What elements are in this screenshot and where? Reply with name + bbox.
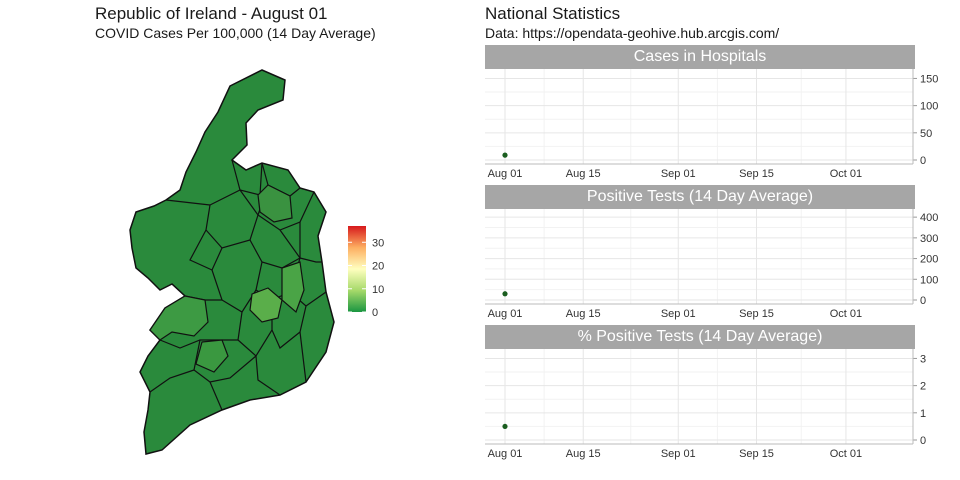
x-tick-label: Aug 15 (566, 168, 601, 180)
facet-strip-title: Cases in Hospitals (485, 45, 915, 69)
facet-strip-title: Positive Tests (14 Day Average) (485, 185, 915, 209)
y-tick-label: 0 (920, 435, 926, 447)
legend-tick-label: 30 (372, 237, 384, 249)
plot-panel (485, 349, 913, 444)
x-tick-label: Aug 15 (566, 308, 601, 320)
y-tick-label: 0 (920, 155, 926, 167)
legend-color-bar (348, 226, 366, 312)
facet-hospital-cases: Cases in Hospitals (485, 45, 915, 180)
stats-subtitle: Data: https://opendata-geohive.hub.arcgi… (485, 25, 780, 41)
map-subtitle: COVID Cases Per 100,000 (14 Day Average) (95, 25, 376, 41)
facet-plot: 0 1 2 3 Aug 01 Aug 15 Sep 01 Sep 15 Oct 01 (485, 349, 926, 460)
facet-plot: 0 50 100 150 Aug 01 Aug 15 Sep 01 Sep 15 Oct 01 (485, 69, 938, 180)
y-tick-label: 150 (920, 73, 938, 85)
y-tick-label: 300 (920, 233, 938, 245)
county-light-clare (149, 295, 209, 341)
ireland-outline (129, 69, 335, 455)
x-tick-label: Sep 15 (739, 168, 774, 180)
y-tick-label: 50 (920, 128, 932, 140)
county-light-donegal (257, 184, 293, 223)
legend-tick-label: 20 (372, 261, 384, 273)
x-tick-label: Sep 15 (739, 448, 774, 460)
data-point (502, 291, 508, 297)
facet-plot: 0 100 200 300 400 Aug 01 Aug 15 Sep 01 Sep 15 Oct… (485, 209, 938, 320)
county-light-tipperary (195, 339, 229, 373)
x-tick-label: Sep 15 (739, 308, 774, 320)
county-light-wicklow (281, 261, 305, 314)
y-tick-label: 3 (920, 353, 926, 365)
y-tick-label: 1 (920, 408, 926, 420)
legend-tick-label: 10 (372, 284, 384, 296)
county-light-kildare (249, 287, 283, 323)
data-point (502, 423, 508, 430)
x-tick-label: Aug 01 (488, 168, 523, 180)
legend-tick-label: 0 (372, 307, 378, 319)
y-tick-label: 100 (920, 101, 938, 113)
y-tick-label: 0 (920, 295, 926, 307)
facet-positive-tests: Positive Tests (14 Day Average) (485, 185, 915, 320)
data-point (502, 152, 508, 158)
y-tick-label: 200 (920, 254, 938, 266)
plot-panel (485, 209, 913, 304)
facet-strip-title: % Positive Tests (14 Day Average) (485, 325, 915, 349)
x-tick-label: Oct 01 (830, 448, 862, 460)
x-tick-label: Sep 01 (661, 448, 696, 460)
facet-percent-positive: % Positive Tests (14 Day Average) (485, 325, 915, 460)
x-tick-label: Aug 15 (566, 448, 601, 460)
y-tick-label: 100 (920, 274, 938, 286)
stats-title: National Statistics (485, 4, 621, 23)
x-tick-label: Oct 01 (830, 308, 862, 320)
plot-panel (485, 69, 913, 164)
x-tick-label: Sep 01 (661, 168, 696, 180)
x-tick-label: Aug 01 (488, 308, 523, 320)
map-title: Republic of Ireland - August 01 (95, 4, 328, 23)
x-tick-label: Sep 01 (661, 308, 696, 320)
x-tick-label: Oct 01 (830, 168, 862, 180)
y-tick-label: 2 (920, 381, 926, 393)
county-regions (129, 69, 335, 455)
ireland-choropleth-map: 0 10 20 30 (129, 69, 384, 455)
x-tick-label: Aug 01 (488, 448, 523, 460)
legend-ticks: 0 10 20 30 (348, 237, 384, 319)
y-tick-label: 400 (920, 212, 938, 224)
